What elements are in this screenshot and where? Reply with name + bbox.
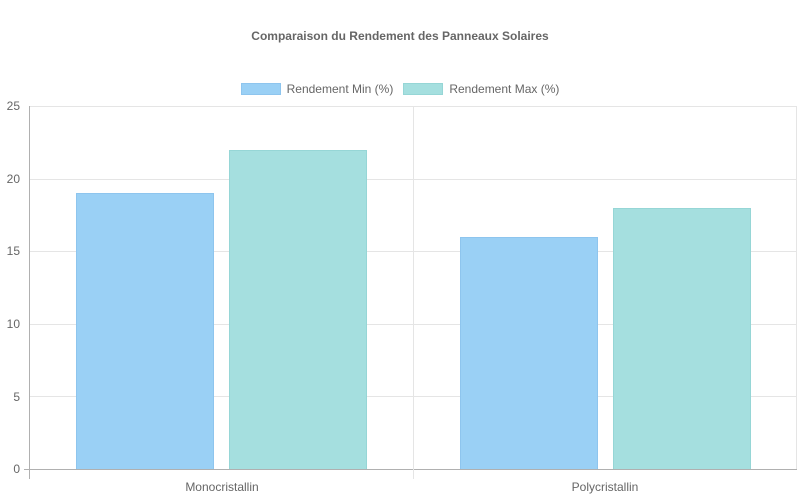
legend-item-max[interactable]: Rendement Max (%) [403, 82, 559, 96]
y-tick-0: 0 [13, 462, 20, 476]
legend: Rendement Min (%) Rendement Max (%) [0, 82, 800, 96]
x-label-polycristallin: Polycristallin [571, 480, 639, 494]
x-axis [24, 469, 797, 470]
y-axis [29, 106, 30, 479]
chart-title: Comparaison du Rendement des Panneaux So… [251, 29, 549, 43]
bar-polycristallin-max[interactable] [612, 207, 751, 469]
y-tick-20: 20 [6, 172, 20, 186]
legend-label-min: Rendement Min (%) [286, 82, 394, 96]
y-tick-25: 25 [6, 99, 20, 113]
y-tick-5: 5 [13, 390, 20, 404]
y-tick-15: 15 [6, 244, 20, 258]
bar-polycristallin-min[interactable] [459, 236, 598, 469]
legend-swatch-min [240, 83, 281, 95]
category-divider [413, 106, 414, 469]
legend-label-max: Rendement Max (%) [449, 82, 560, 96]
bar-monocristallin-min[interactable] [76, 193, 214, 469]
y-tick-10: 10 [6, 317, 20, 331]
legend-swatch-max [403, 83, 444, 95]
bar-monocristallin-max[interactable] [229, 149, 367, 469]
right-border [796, 106, 797, 469]
legend-item-min[interactable]: Rendement Min (%) [240, 82, 394, 96]
x-label-monocristallin: Monocristallin [185, 480, 259, 494]
x-tick-mid [413, 469, 414, 479]
plot-area [30, 106, 797, 469]
